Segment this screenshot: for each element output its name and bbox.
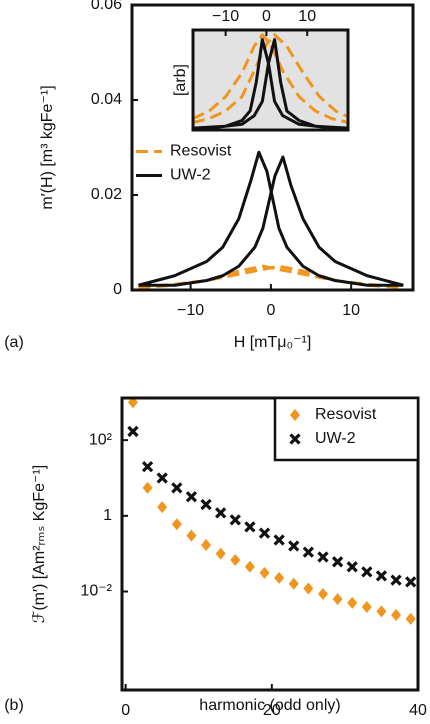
x-axis-label: H [mTμ₀⁻¹]: [234, 334, 312, 351]
marker: [390, 574, 402, 586]
x-tick-label: 10: [298, 8, 316, 25]
marker: [331, 556, 344, 568]
x-tick-label: 10: [342, 302, 360, 319]
panel-label: (a): [4, 334, 24, 351]
y-tick-label: 0.04: [91, 91, 122, 108]
y-tick-label: 0.06: [91, 0, 122, 13]
marker: [303, 582, 314, 595]
marker: [376, 605, 387, 618]
marker: [157, 501, 168, 514]
marker: [244, 560, 255, 573]
marker: [317, 588, 328, 601]
marker: [273, 534, 285, 546]
marker: [171, 518, 182, 531]
marker: [361, 566, 373, 578]
series-group: [193, 33, 348, 130]
marker: [317, 551, 329, 563]
marker: [171, 482, 183, 494]
y-tick-label: 0.02: [91, 186, 122, 203]
marker: [346, 561, 358, 573]
legend-swatch: [289, 433, 301, 445]
marker: [361, 601, 372, 614]
legend-box: [273, 396, 420, 462]
y-tick-label: 0: [113, 281, 122, 298]
marker: [215, 547, 226, 560]
series-line: [193, 33, 348, 124]
x-tick-label: −10: [177, 302, 204, 319]
marker: [375, 570, 388, 582]
marker: [405, 576, 417, 588]
y-tick-label: 10⁻²: [80, 583, 112, 600]
y-tick-label: 10²: [89, 431, 113, 448]
plot-frame: [191, 28, 350, 132]
plot-frame: [130, 3, 415, 292]
marker: [186, 529, 197, 542]
legend-label: Resovist: [315, 406, 377, 423]
y-axis-label: [arb]: [172, 64, 189, 96]
marker: [332, 593, 343, 606]
marker: [288, 540, 300, 552]
marker: [201, 538, 212, 551]
marker: [391, 608, 402, 621]
marker: [288, 577, 299, 590]
series-group: [138, 150, 404, 290]
marker: [185, 491, 198, 503]
marker: [405, 612, 416, 625]
series-group: [127, 398, 417, 625]
marker: [142, 481, 153, 494]
series-line: [138, 150, 404, 287]
x-tick-label: −10: [212, 8, 239, 25]
legend-label: Resovist: [170, 143, 232, 160]
x-axis-label: harmonic (odd only): [199, 697, 340, 714]
y-tick-label: 1: [103, 507, 112, 524]
x-tick-label: 0: [266, 302, 275, 319]
marker: [302, 546, 315, 558]
y-axis-label: ℱ(m′) [Am²ᵣₘₛ KgFe⁻¹]: [31, 465, 48, 623]
plot-frame: [120, 396, 420, 692]
marker: [127, 425, 139, 438]
x-tick-label: 0: [262, 8, 271, 25]
x-tick-label: 40: [409, 702, 427, 719]
marker: [274, 571, 285, 584]
panel-label: (b): [4, 697, 24, 714]
marker: [156, 472, 168, 484]
marker: [215, 507, 227, 519]
y-axis-label: m′(H) [m³ kgFe⁻¹]: [39, 85, 56, 209]
marker: [200, 498, 212, 511]
marker: [258, 527, 271, 539]
legend-label: UW-2: [170, 167, 211, 184]
marker: [229, 514, 241, 526]
legend-label: UW-2: [315, 430, 356, 447]
x-tick-label: 20: [263, 702, 281, 719]
x-tick-label: 0: [121, 702, 130, 719]
marker: [127, 398, 138, 409]
legend-swatch: [290, 409, 300, 421]
marker: [230, 554, 241, 567]
marker: [259, 566, 270, 579]
marker: [141, 460, 154, 473]
marker: [347, 596, 358, 609]
marker: [244, 521, 256, 533]
series-line: [193, 38, 348, 130]
